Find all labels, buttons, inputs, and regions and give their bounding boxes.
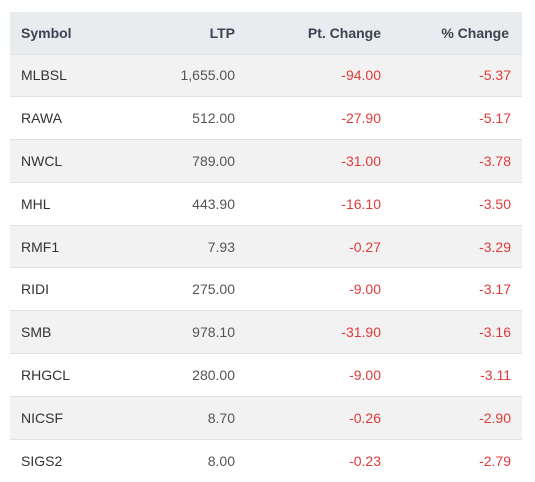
cell-ltp: 443.90 (192, 195, 235, 212)
cell-pct-change: -2.90 (479, 409, 511, 426)
cell-pt-change: -9.00 (349, 366, 381, 383)
cell-symbol[interactable]: MLBSL (21, 67, 67, 84)
cell-ltp: 280.00 (192, 366, 235, 383)
cell-pct-change: -5.37 (479, 67, 511, 84)
table-header-row: Symbol LTP Pt. Change % Change (10, 12, 522, 54)
cell-pct-change: -3.50 (479, 195, 511, 212)
cell-pct-change: -3.11 (480, 366, 511, 383)
cell-pt-change: -31.90 (341, 324, 381, 341)
table-row[interactable]: RIDI 275.00 -9.00 -3.17 (10, 267, 522, 311)
table-row[interactable]: SIGS2 8.00 -0.23 -2.79 (10, 439, 522, 482)
table-row[interactable]: RHGCL 280.00 -9.00 -3.11 (10, 353, 522, 397)
table-row[interactable]: NICSF 8.70 -0.26 -2.90 (10, 396, 522, 440)
cell-pt-change: -0.27 (349, 238, 381, 255)
top-losers-table: Symbol LTP Pt. Change % Change MLBSL 1,6… (10, 12, 522, 482)
cell-symbol[interactable]: NWCL (21, 152, 63, 169)
table-row[interactable]: MLBSL 1,655.00 -94.00 -5.37 (10, 54, 522, 97)
table-row[interactable]: MHL 443.90 -16.10 -3.50 (10, 182, 522, 226)
table-body: MLBSL 1,655.00 -94.00 -5.37 RAWA 512.00 … (10, 54, 522, 482)
cell-ltp: 8.00 (207, 452, 235, 469)
cell-pct-change: -5.17 (479, 110, 511, 127)
column-header-symbol[interactable]: Symbol (21, 24, 72, 41)
cell-pt-change: -0.26 (349, 409, 381, 426)
cell-symbol[interactable]: SMB (21, 324, 52, 341)
cell-symbol[interactable]: NICSF (21, 409, 63, 426)
top-losers-table-container: Symbol LTP Pt. Change % Change MLBSL 1,6… (10, 12, 522, 482)
cell-pct-change: -3.29 (479, 238, 511, 255)
cell-pct-change: -3.16 (479, 324, 511, 341)
cell-symbol[interactable]: MHL (21, 195, 51, 212)
cell-pct-change: -3.78 (479, 152, 511, 169)
cell-pct-change: -3.17 (479, 281, 511, 298)
table-row[interactable]: RAWA 512.00 -27.90 -5.17 (10, 96, 522, 140)
cell-symbol[interactable]: RAWA (21, 110, 62, 127)
cell-symbol[interactable]: RIDI (21, 281, 49, 298)
cell-ltp: 1,655.00 (180, 67, 236, 84)
cell-ltp: 275.00 (192, 281, 235, 298)
cell-pt-change: -31.00 (341, 152, 381, 169)
cell-pt-change: -27.90 (341, 110, 381, 127)
table-row[interactable]: RMF1 7.93 -0.27 -3.29 (10, 225, 522, 268)
cell-ltp: 789.00 (192, 152, 235, 169)
cell-ltp: 512.00 (192, 110, 235, 127)
cell-ltp: 978.10 (192, 324, 235, 341)
cell-pt-change: -16.10 (341, 195, 381, 212)
cell-symbol[interactable]: RMF1 (21, 238, 60, 255)
cell-symbol[interactable]: RHGCL (21, 366, 71, 383)
cell-pt-change: -9.00 (349, 281, 381, 298)
cell-pt-change: -0.23 (349, 452, 381, 469)
column-header-pct-change[interactable]: % Change (441, 24, 509, 41)
cell-ltp: 7.93 (207, 238, 235, 255)
cell-pct-change: -2.79 (479, 452, 511, 469)
cell-ltp: 8.70 (207, 409, 235, 426)
table-row[interactable]: NWCL 789.00 -31.00 -3.78 (10, 139, 522, 183)
cell-pt-change: -94.00 (341, 67, 381, 84)
cell-symbol[interactable]: SIGS2 (21, 452, 63, 469)
column-header-pt-change[interactable]: Pt. Change (307, 24, 381, 41)
table-row[interactable]: SMB 978.10 -31.90 -3.16 (10, 310, 522, 354)
column-header-ltp[interactable]: LTP (209, 24, 235, 41)
